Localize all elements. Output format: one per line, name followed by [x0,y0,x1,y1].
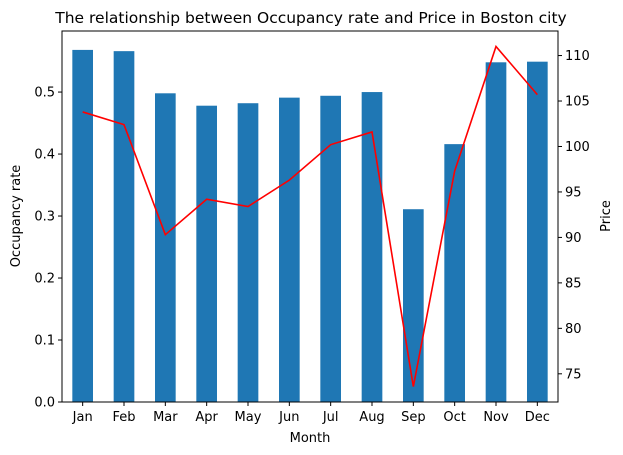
x-tick-label: Dec [525,410,550,425]
x-tick-label: Mar [153,410,178,425]
x-tick-label: Jun [278,410,299,425]
y2-tick-label: 85 [565,276,582,291]
x-axis: Jan Feb Mar Apr May Jun Jul Aug Sep Oct Nov Dec [72,402,550,425]
y-tick-label: 0.3 [34,210,55,225]
bar-jun [279,97,300,402]
bar-series [72,49,548,403]
bar-dec [527,61,548,403]
x-tick-label: Oct [443,410,465,425]
bar-nov [485,62,507,403]
bar-may [237,103,259,402]
y2-tick-label: 100 [565,140,590,155]
x-tick-label: Feb [112,410,135,425]
y2-tick-label: 110 [565,49,590,64]
x-tick-label: Jan [72,410,93,425]
y-tick-label: 0.2 [34,272,55,287]
y2-tick-label: 80 [565,322,582,337]
x-tick-label: May [235,410,262,425]
plot-area [62,31,558,402]
plot-frame [61,30,559,403]
y-axis-label: Occupancy rate [9,165,24,268]
bar-jul [320,95,341,402]
y-tick-label: 0.4 [34,148,55,163]
bar-feb [113,51,135,403]
right-axis: 75 80 85 90 95 100 105 110 [558,49,590,382]
bar-aug [361,92,383,402]
y2-tick-label: 75 [565,367,582,382]
left-axis: 0.0 0.1 0.2 0.3 0.4 0.5 [34,86,62,411]
y2-axis-label: Price [599,200,614,232]
chart-title: The relationship between Occupancy rate … [54,9,566,27]
x-tick-label: Sep [401,410,426,425]
x-tick-label: Nov [483,410,509,425]
y-tick-label: 0.5 [34,86,55,101]
x-tick-label: Aug [359,410,384,425]
bar-sep [403,209,424,402]
y-tick-label: 0.1 [34,334,55,349]
bar-jan [72,49,93,402]
y2-tick-label: 90 [565,231,582,246]
x-axis-label: Month [290,431,331,446]
price-line [82,44,538,387]
bar-oct [444,144,465,402]
bar-apr [196,105,217,402]
y-tick-label: 0.0 [34,396,55,411]
bar-mar [155,93,176,403]
x-tick-label: Jul [322,410,339,425]
y2-tick-label: 95 [565,185,582,200]
line-series [82,44,538,387]
x-tick-label: Apr [195,410,218,425]
y2-tick-label: 105 [565,95,590,110]
